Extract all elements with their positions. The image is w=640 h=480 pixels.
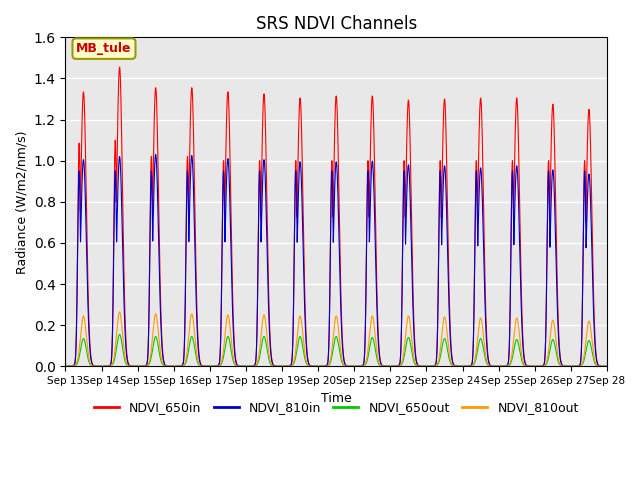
NDVI_810in bbox=[603, 363, 611, 369]
NDVI_650out bbox=[61, 363, 69, 369]
NDVI_810in bbox=[177, 363, 185, 369]
NDVI_810out bbox=[488, 363, 495, 369]
NDVI_810in bbox=[411, 347, 419, 352]
NDVI_650in bbox=[567, 363, 575, 369]
NDVI_650in bbox=[264, 268, 272, 274]
NDVI_650out bbox=[603, 363, 611, 369]
NDVI_810out bbox=[567, 363, 575, 369]
Line: NDVI_650out: NDVI_650out bbox=[65, 335, 607, 366]
NDVI_650in bbox=[411, 341, 419, 347]
NDVI_810in bbox=[152, 152, 159, 157]
NDVI_650out bbox=[602, 363, 609, 369]
NDVI_650in bbox=[172, 363, 179, 369]
NDVI_650out bbox=[177, 363, 185, 369]
NDVI_810out bbox=[61, 363, 69, 369]
NDVI_810in bbox=[264, 291, 272, 297]
NDVI_810out bbox=[602, 363, 609, 369]
NDVI_650out bbox=[567, 363, 575, 369]
NDVI_810in bbox=[567, 363, 575, 369]
NDVI_810out bbox=[603, 363, 611, 369]
NDVI_810out bbox=[172, 363, 179, 369]
Y-axis label: Radiance (W/m2/nm/s): Radiance (W/m2/nm/s) bbox=[15, 130, 28, 274]
NDVI_650out bbox=[172, 363, 179, 369]
Line: NDVI_810out: NDVI_810out bbox=[65, 312, 607, 366]
NDVI_650out bbox=[488, 363, 495, 369]
X-axis label: Time: Time bbox=[321, 392, 351, 405]
NDVI_650in bbox=[177, 363, 185, 369]
NDVI_650out bbox=[264, 353, 272, 359]
NDVI_650in bbox=[603, 363, 611, 369]
Line: NDVI_810in: NDVI_810in bbox=[65, 155, 607, 366]
NDVI_650in bbox=[116, 64, 124, 70]
Title: SRS NDVI Channels: SRS NDVI Channels bbox=[255, 15, 417, 33]
NDVI_810in bbox=[172, 363, 179, 369]
Line: NDVI_650in: NDVI_650in bbox=[65, 67, 607, 366]
NDVI_650out bbox=[411, 361, 419, 367]
NDVI_810out bbox=[177, 363, 185, 369]
Text: MB_tule: MB_tule bbox=[76, 42, 132, 55]
Legend: NDVI_650in, NDVI_810in, NDVI_650out, NDVI_810out: NDVI_650in, NDVI_810in, NDVI_650out, NDV… bbox=[89, 396, 584, 420]
NDVI_650in bbox=[602, 363, 609, 369]
NDVI_810in bbox=[61, 363, 69, 369]
NDVI_810out bbox=[264, 346, 272, 351]
NDVI_650out bbox=[116, 332, 124, 337]
NDVI_650in bbox=[61, 363, 69, 369]
NDVI_810in bbox=[488, 363, 495, 369]
NDVI_810in bbox=[602, 363, 609, 369]
NDVI_650in bbox=[488, 363, 495, 369]
NDVI_810out bbox=[411, 359, 419, 365]
NDVI_810out bbox=[116, 309, 124, 315]
